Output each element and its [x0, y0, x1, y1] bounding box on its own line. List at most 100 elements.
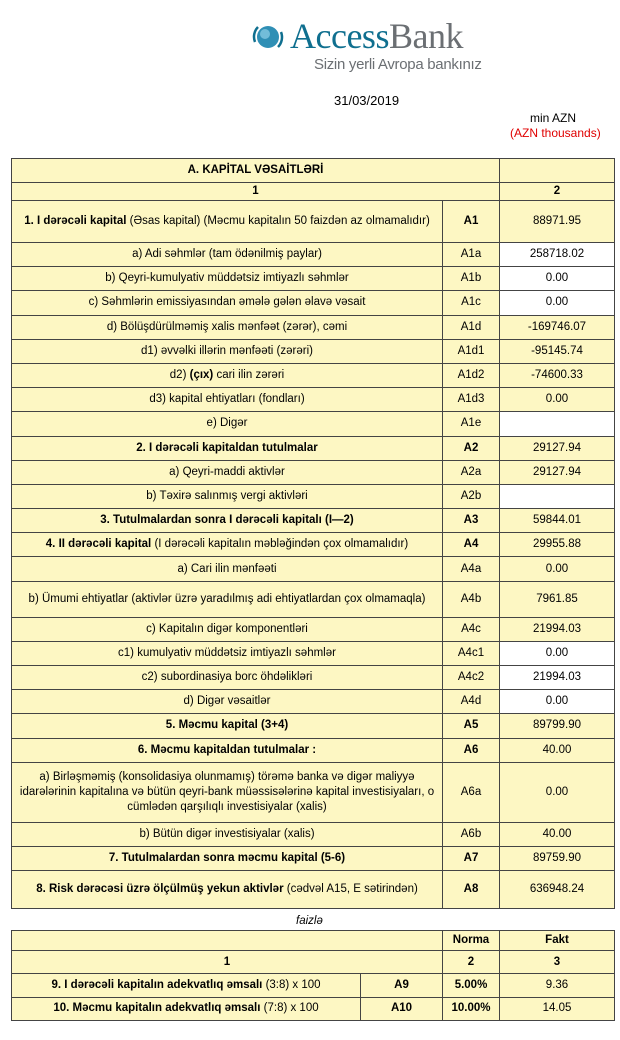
row-value: 258718.02	[499, 241, 615, 268]
table-row: c2) subordinasiya borc öhdəlikləri A4c2 21…	[11, 664, 615, 691]
label-part: (7:8) x 100	[260, 1002, 319, 1015]
row-label: 2. I dərəcəli kapitaldan tutulmalar	[11, 435, 443, 461]
row-code: A1d3	[442, 387, 500, 413]
label-part: b) Bütün digər investisiyalar (xalis)	[139, 827, 315, 840]
logo-globe-icon	[252, 26, 284, 48]
col-header-3: 3	[499, 950, 615, 974]
row-value: -169746.07	[499, 314, 615, 340]
row-label: 9. I dərəcəli kapitalın adekvatlıq əmsal…	[11, 973, 361, 998]
row-label: 8. Risk dərəcəsi üzrə ölçülmüş yekun akt…	[11, 870, 443, 910]
row-value: 40.00	[499, 821, 615, 847]
row-label: a) Qeyri-maddi aktivlər	[11, 459, 443, 485]
row-label: 6. Məcmu kapitaldan tutulmalar :	[11, 737, 443, 763]
row-code: A4a	[442, 556, 500, 582]
row-code: A5	[442, 713, 500, 739]
row-label: a) Birləşməmiş (konsolidasiya olunmamış)…	[11, 761, 443, 823]
row-code: A4c2	[442, 664, 500, 691]
row-code: A4d	[442, 689, 500, 715]
table-row: e) Digər A1e	[11, 411, 615, 437]
row-code: A1d	[442, 314, 500, 340]
row-value: 21994.03	[499, 616, 615, 642]
table-row: 7. Tutulmalardan sonra məcmu kapital (5-…	[11, 845, 615, 872]
label-part: cari ilin zərəri	[213, 369, 285, 382]
row-code: A4	[442, 532, 500, 558]
label-part: b) Qeyri-kumulyativ müddətsiz imtiyazlı …	[105, 272, 349, 285]
table-row: d) Digər vəsaitlər A4d 0.00	[11, 689, 615, 715]
row-value: 89799.90	[499, 713, 615, 739]
row-label: 5. Məcmu kapital (3+4)	[11, 713, 443, 739]
row-code: A6	[442, 737, 500, 763]
label-part: a) Cari ilin mənfəəti	[177, 562, 277, 575]
row-label: c1) kumulyativ müddətsiz imtiyazlı səhml…	[11, 640, 443, 667]
table-row: d2) (çıx) cari ilin zərəri A1d2 -74600.33	[11, 362, 615, 389]
table-row: c1) kumulyativ müddətsiz imtiyazlı səhml…	[11, 640, 615, 667]
row-value	[499, 483, 615, 510]
table-row: b) Təxirə salınmış vergi aktivləri A2b	[11, 483, 615, 510]
row-code: A4b	[442, 580, 500, 618]
row-value: 29127.94	[499, 435, 615, 461]
row-label: a) Adi səhmlər (tam ödənilmiş paylar)	[11, 241, 443, 268]
row-label: a) Cari ilin mənfəəti	[11, 556, 443, 582]
table-row: 2. I dərəcəli kapitaldan tutulmalar A2 291…	[11, 435, 615, 461]
label-part: d) Bölüşdürülməmiş xalis mənfəət (zərər)…	[106, 320, 348, 333]
row-value: 40.00	[499, 737, 615, 763]
logo-tagline: Sizin yerli Avropa bankınız	[314, 56, 482, 73]
row-code: A4c1	[442, 640, 500, 667]
label-part: 8. Risk dərəcəsi üzrə ölçülmüş yekun akt…	[36, 883, 284, 896]
table-row: d3) kapital ehtiyatları (fondları) A1d3 0.…	[11, 387, 615, 413]
logo-text: AccessBank	[290, 16, 463, 56]
row-code: A1b	[442, 266, 500, 292]
table-row: c) Səhmlərin emissiyasından əmələ gələn …	[11, 290, 615, 316]
row-value: 0.00	[499, 290, 615, 316]
row-label: 3. Tutulmalardan sonra I dərəcəli kapita…	[11, 508, 443, 534]
row-label: c) Kapitalın digər komponentləri	[11, 616, 443, 642]
table-row: a) Adi səhmlər (tam ödənilmiş paylar) A1a…	[11, 241, 615, 268]
row-value: 29127.94	[499, 459, 615, 485]
row-label: 1. I dərəcəli kapital (Əsas kapital) (Mə…	[11, 200, 443, 243]
row-code: A2a	[442, 459, 500, 485]
row-code: A6b	[442, 821, 500, 847]
table-row: b) Ümumi ehtiyatlar (aktivlər üzrə yarad…	[11, 580, 615, 618]
table-row: 1. I dərəcəli kapital (Əsas kapital) (Mə…	[11, 200, 615, 243]
label-part: c) Səhmlərin emissiyasından əmələ gələn …	[88, 296, 366, 309]
accessbank-logo: AccessBank Sizin yerli Avropa bankınız	[252, 16, 492, 76]
table-row: c) Kapitalın digər komponentləri A4c 21994…	[11, 616, 615, 642]
label-part: 1. I dərəcəli kapital	[24, 215, 127, 227]
row-label: b) Ümumi ehtiyatlar (aktivlər üzrə yarad…	[11, 580, 443, 618]
row-code: A1a	[442, 241, 500, 268]
label-part: a) Qeyri-maddi aktivlər	[169, 465, 285, 478]
row-code: A10	[360, 996, 443, 1021]
row-value: 29955.88	[499, 532, 615, 558]
unit-en: (AZN thousands)	[510, 126, 601, 140]
col-header-2: 2	[442, 950, 500, 974]
table-row: 9. I dərəcəli kapitalın adekvatlıq əmsal…	[11, 973, 615, 998]
label-part: d) Digər vəsaitlər	[183, 695, 271, 708]
row-code: A1d1	[442, 338, 500, 364]
norma-header: Norma	[442, 930, 500, 951]
row-label: e) Digər	[11, 411, 443, 437]
row-code: A3	[442, 508, 500, 534]
row-value: 59844.01	[499, 508, 615, 534]
row-label: c2) subordinasiya borc öhdəlikləri	[11, 664, 443, 691]
table-row: 10. Məcmu kapitalın adekvatlıq əmsalı (7…	[11, 996, 615, 1021]
table-row: a) Cari ilin mənfəəti A4a 0.00	[11, 556, 615, 582]
report-date: 31/03/2019	[334, 93, 400, 108]
row-value: 7961.85	[499, 580, 615, 618]
row-label: d2) (çıx) cari ilin zərəri	[11, 362, 443, 389]
row-label: b) Bütün digər investisiyalar (xalis)	[11, 821, 443, 847]
label-part: (çıx)	[189, 369, 214, 382]
label-part: (3:8) x 100	[262, 978, 321, 991]
row-label: 4. II dərəcəli kapital (I dərəcəli kapit…	[11, 532, 443, 558]
row-label: b) Qeyri-kumulyativ müddətsiz imtiyazlı …	[11, 266, 443, 292]
label-part: c) Kapitalın digər komponentləri	[146, 622, 308, 635]
table-row: d1) əvvəlki illərin mənfəəti (zərəri) A1d…	[11, 338, 615, 364]
label-part: 9. I dərəcəli kapitalın adekvatlıq əmsal…	[51, 978, 263, 991]
row-code: A2	[442, 435, 500, 461]
table-row: a) Birləşməmiş (konsolidasiya olunmamış)…	[11, 761, 615, 823]
col-header-1: 1	[11, 182, 500, 201]
row-label: b) Təxirə salınmış vergi aktivləri	[11, 483, 443, 510]
label-part: 2. I dərəcəli kapitaldan tutulmalar	[136, 441, 318, 454]
row-label: c) Səhmlərin emissiyasından əmələ gələn …	[11, 290, 443, 316]
label-part: d2)	[169, 369, 190, 382]
